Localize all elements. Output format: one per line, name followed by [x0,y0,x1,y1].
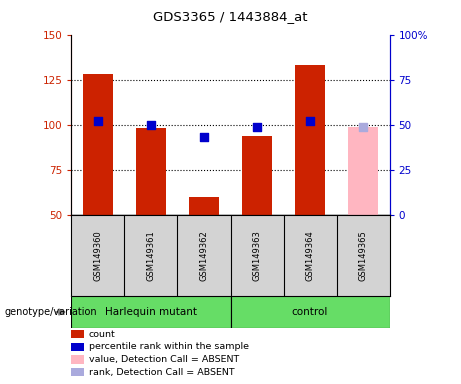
Text: GSM149363: GSM149363 [253,230,261,281]
Text: control: control [292,307,328,317]
Point [200,134,207,141]
Point [148,122,155,128]
Text: count: count [89,329,116,339]
Bar [71,296,230,328]
Text: GSM149365: GSM149365 [359,230,367,281]
Text: value, Detection Call = ABSENT: value, Detection Call = ABSENT [89,355,239,364]
Bar [189,197,219,215]
Bar [136,128,165,215]
Text: GSM149362: GSM149362 [200,230,208,281]
Bar [230,296,390,328]
Text: Harlequin mutant: Harlequin mutant [105,307,197,317]
Point [94,118,101,124]
Text: genotype/variation: genotype/variation [5,307,97,317]
Bar [83,74,112,215]
Text: GDS3365 / 1443884_at: GDS3365 / 1443884_at [153,10,308,23]
Bar [296,65,325,215]
Text: rank, Detection Call = ABSENT: rank, Detection Call = ABSENT [89,367,235,377]
Bar [242,136,272,215]
Text: GSM149361: GSM149361 [147,230,155,281]
Text: GSM149364: GSM149364 [306,230,314,281]
Text: GSM149360: GSM149360 [94,230,102,281]
Point [254,124,261,130]
Bar [349,127,378,215]
Point [359,124,366,130]
Text: percentile rank within the sample: percentile rank within the sample [89,342,249,351]
Point [306,118,313,124]
